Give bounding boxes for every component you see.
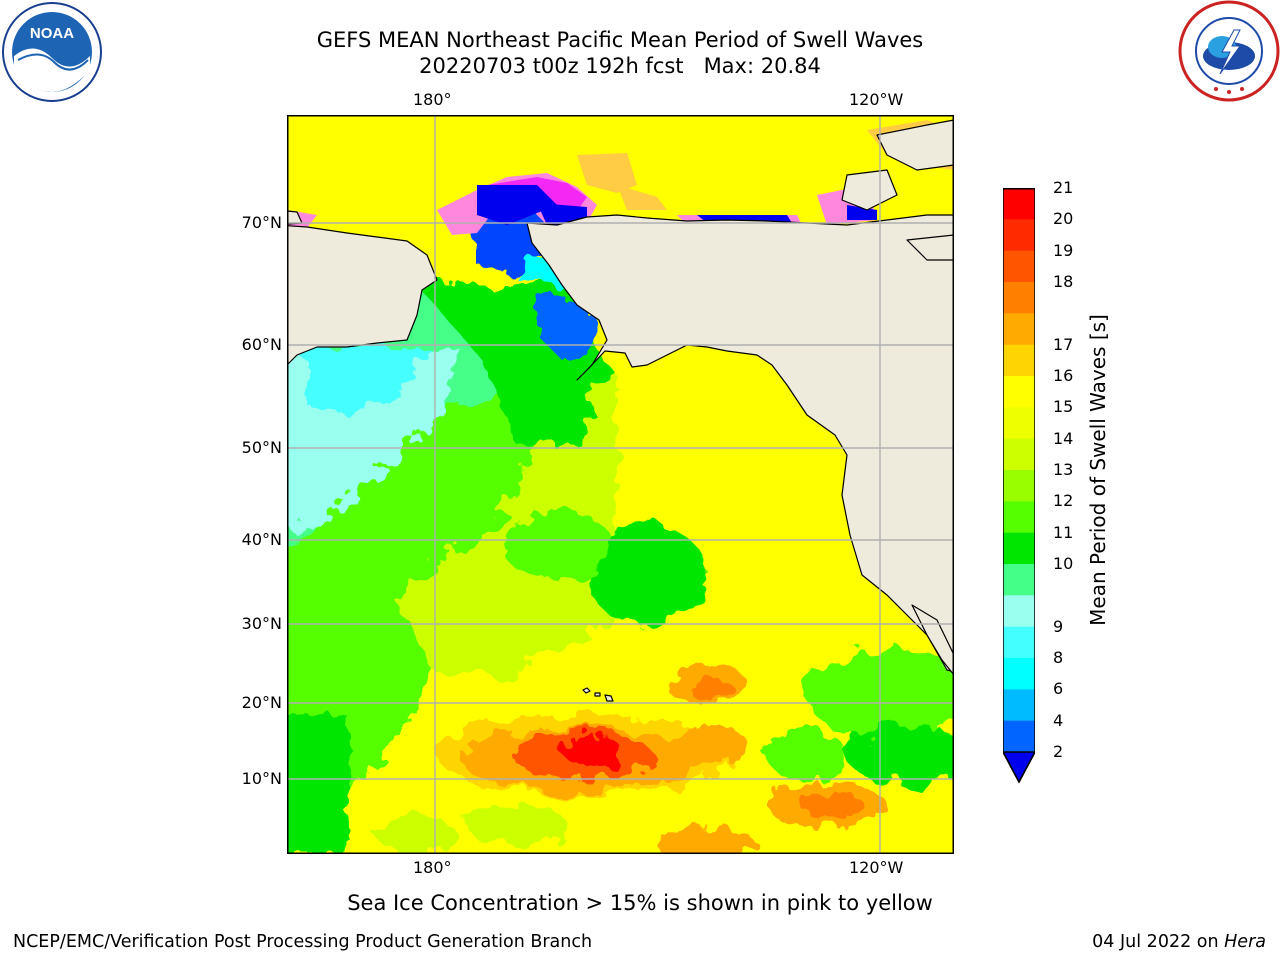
colorbar-tick-label: 8 [1053,648,1064,667]
colorbar-segment [1003,282,1035,314]
colorbar-tick-label: 15 [1053,397,1074,417]
colorbar-tick-label: 17 [1053,334,1074,354]
colorbar-tick-label: 6 [1053,679,1064,699]
swell-period-map [287,115,954,854]
colorbar-label: Mean Period of Swell Waves [s] [1086,314,1110,626]
colorbar-tick-label: 10 [1053,554,1074,573]
colorbar [1001,188,1037,788]
footer-date: 04 Jul 2022 on Hera [1092,932,1266,952]
colorbar-frame [1002,188,1036,783]
colorbar-segment [1003,250,1035,283]
lon-label-bottom-120w: 120°W [849,858,904,877]
colorbar-tick-label: 16 [1053,366,1074,385]
lon-label-bottom-180: 180° [413,858,452,877]
colorbar-segment [1003,658,1035,690]
lat-label-60n: 60°N [241,335,282,354]
colorbar-tick-label: 11 [1053,522,1074,542]
colorbar-tick-label: 9 [1053,616,1064,636]
colorbar-segment [1003,532,1035,565]
colorbar-tick-label: 13 [1053,460,1074,479]
lat-label-70n: 70°N [241,213,282,232]
colorbar-segment [1003,501,1035,534]
colorbar-segment [1003,689,1035,722]
chart-subtitle: 20220703 t00z 192h fcst Max: 20.84 [419,54,821,78]
colorbar-segment [1003,438,1035,471]
colorbar-segment [1003,313,1035,346]
footer-credit: NCEP/EMC/Verification Post Processing Pr… [13,932,593,952]
colorbar-tick-label: 14 [1053,428,1074,448]
lon-label-top-180: 180° [413,90,452,109]
colorbar-tick-label: 4 [1053,710,1064,730]
colorbar-segment [1003,595,1035,628]
colorbar-segment [1003,720,1035,753]
colorbar-under-arrow [1001,751,1037,784]
colorbar-segment [1003,564,1035,596]
lon-label-top-120w: 120°W [849,90,904,109]
colorbar-tick-label: 18 [1053,272,1074,291]
colorbar-segment [1003,626,1035,659]
colorbar-tick-label: 20 [1053,209,1074,229]
lat-label-10n: 10°N [241,769,282,788]
footer-date-text: 04 Jul 2022 on [1092,932,1225,952]
colorbar-tick-label: 2 [1053,742,1064,761]
lat-label-50n: 50°N [241,438,282,457]
colorbar-segment [1003,188,1035,220]
colorbar-segment [1003,407,1035,440]
colorbar-segment [1003,376,1035,408]
colorbar-tick-label: 19 [1053,240,1074,260]
graticule [287,115,954,854]
colorbar-segment [1003,470,1035,502]
lat-label-20n: 20°N [241,693,282,712]
noaa-logo: NOAA [0,0,104,104]
lat-label-30n: 30°N [241,614,282,633]
noaa-logo-text: NOAA [30,25,74,42]
chart-title: GEFS MEAN Northeast Pacific Mean Period … [316,28,924,52]
colorbar-segment [1003,219,1035,252]
land [287,119,954,702]
sea-ice-note: Sea Ice Concentration > 15% is shown in … [347,891,933,915]
nws-logo [1178,0,1280,102]
colorbar-segment [1003,344,1035,377]
footer-host: Hera [1224,932,1266,952]
lat-label-40n: 40°N [241,530,282,549]
colorbar-tick-label: 21 [1053,178,1074,197]
colorbar-tick-label: 12 [1053,491,1074,511]
